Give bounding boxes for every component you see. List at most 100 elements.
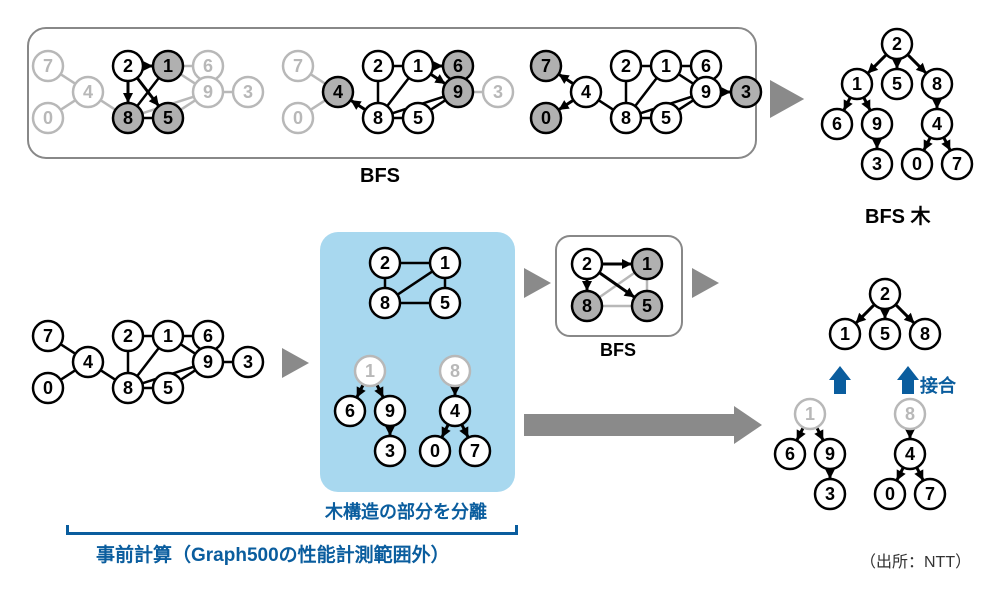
svg-text:9: 9 (825, 444, 835, 464)
svg-text:2: 2 (582, 254, 592, 274)
graph-node: 4 (922, 109, 952, 139)
svg-text:5: 5 (880, 324, 890, 344)
svg-text:2: 2 (880, 284, 890, 304)
svg-text:1: 1 (840, 324, 850, 344)
graph-node: 7 (33, 51, 63, 81)
long-arrow-icon (734, 406, 762, 444)
graph-node: 5 (430, 288, 460, 318)
svg-text:1: 1 (365, 361, 375, 381)
svg-text:4: 4 (581, 82, 591, 102)
svg-text:9: 9 (203, 352, 213, 372)
svg-text:1: 1 (440, 253, 450, 273)
svg-text:1: 1 (163, 326, 173, 346)
svg-text:3: 3 (493, 82, 503, 102)
graph-node: 1 (403, 51, 433, 81)
graph-node: 2 (611, 51, 641, 81)
graph-node: 2 (572, 249, 602, 279)
svg-text:5: 5 (163, 378, 173, 398)
graph-node: 5 (153, 373, 183, 403)
graph-node: 1 (795, 399, 825, 429)
graph-node: 8 (572, 291, 602, 321)
svg-text:9: 9 (872, 114, 882, 134)
graph-node: 1 (651, 51, 681, 81)
svg-text:2: 2 (380, 253, 390, 273)
svg-text:6: 6 (701, 56, 711, 76)
svg-text:6: 6 (203, 56, 213, 76)
bfs-tree-label: BFS 木 (865, 200, 931, 229)
svg-text:0: 0 (430, 441, 440, 461)
graph-node: 4 (73, 77, 103, 107)
graph-node: 2 (870, 279, 900, 309)
graph-node: 7 (460, 436, 490, 466)
graph-node: 2 (113, 51, 143, 81)
graph-node: 3 (862, 149, 892, 179)
graph-node: 3 (483, 77, 513, 107)
graph-node: 9 (193, 77, 223, 107)
arrow-icon (282, 348, 309, 378)
svg-text:5: 5 (892, 74, 902, 94)
graph-node: 5 (153, 103, 183, 133)
svg-text:7: 7 (43, 56, 53, 76)
graph-node: 9 (862, 109, 892, 139)
graph-node: 9 (193, 347, 223, 377)
graph-node: 4 (73, 347, 103, 377)
graph-node: 3 (731, 77, 761, 107)
svg-text:6: 6 (785, 444, 795, 464)
svg-text:8: 8 (582, 296, 592, 316)
graph-node: 7 (531, 51, 561, 81)
graph-node: 5 (632, 291, 662, 321)
graph-node: 6 (822, 109, 852, 139)
svg-text:3: 3 (243, 82, 253, 102)
svg-text:8: 8 (373, 108, 383, 128)
graph-node: 7 (942, 149, 972, 179)
svg-text:8: 8 (621, 108, 631, 128)
graph-node: 1 (153, 321, 183, 351)
svg-text:6: 6 (203, 326, 213, 346)
svg-text:4: 4 (83, 82, 93, 102)
svg-text:1: 1 (852, 74, 862, 94)
graph-node: 7 (283, 51, 313, 81)
precompute-label: 事前計算（Graph500の性能計測範囲外） (96, 540, 450, 567)
svg-text:9: 9 (203, 82, 213, 102)
graph-node: 0 (531, 103, 561, 133)
svg-text:6: 6 (453, 56, 463, 76)
svg-text:2: 2 (892, 34, 902, 54)
graph-node: 2 (363, 51, 393, 81)
graph-node: 0 (902, 149, 932, 179)
graph-node: 8 (440, 356, 470, 386)
svg-text:3: 3 (385, 441, 395, 461)
graph-node: 8 (113, 103, 143, 133)
graph-node: 3 (233, 347, 263, 377)
graph-node: 9 (815, 439, 845, 469)
graph-node: 4 (571, 77, 601, 107)
svg-text:8: 8 (932, 74, 942, 94)
svg-text:8: 8 (905, 404, 915, 424)
graph-node: 3 (233, 77, 263, 107)
graph-node: 2 (370, 248, 400, 278)
svg-text:8: 8 (920, 324, 930, 344)
graph-node: 8 (910, 319, 940, 349)
graph-node: 9 (375, 396, 405, 426)
graph-node: 1 (355, 356, 385, 386)
graph-node: 5 (882, 69, 912, 99)
arrow-icon (692, 268, 719, 298)
svg-text:2: 2 (621, 56, 631, 76)
svg-text:0: 0 (885, 484, 895, 504)
svg-text:4: 4 (333, 82, 343, 102)
graph-node: 9 (443, 77, 473, 107)
bfs-label: BFS (360, 165, 400, 188)
svg-text:7: 7 (470, 441, 480, 461)
graph-node: 5 (870, 319, 900, 349)
graph-node: 1 (430, 248, 460, 278)
svg-text:0: 0 (541, 108, 551, 128)
svg-text:0: 0 (43, 378, 53, 398)
graph-node: 3 (815, 479, 845, 509)
graph-node: 4 (895, 439, 925, 469)
svg-text:4: 4 (932, 114, 942, 134)
graph-node: 0 (33, 103, 63, 133)
svg-text:8: 8 (123, 378, 133, 398)
svg-text:7: 7 (952, 154, 962, 174)
svg-text:8: 8 (380, 293, 390, 313)
bfs-label-2: BFS (600, 340, 636, 361)
graph-node: 7 (33, 321, 63, 351)
